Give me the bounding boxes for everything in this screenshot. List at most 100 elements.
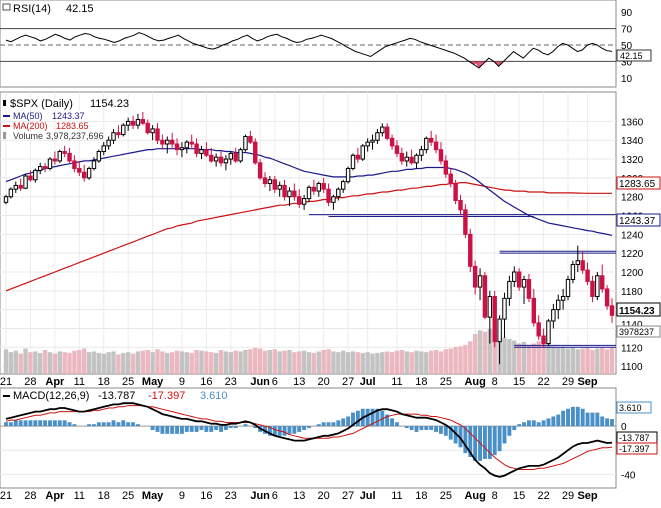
rsi-badge-text: 42.15	[620, 51, 643, 61]
volume-bar	[155, 349, 160, 374]
x-axis-label: 16	[200, 376, 212, 388]
macd-histogram-bar	[365, 408, 370, 427]
volume-bar	[458, 346, 463, 374]
volume-bar	[72, 350, 77, 374]
volume-bar	[145, 349, 150, 374]
candle-body	[438, 149, 444, 162]
candle-body	[174, 143, 180, 151]
volume-bar	[336, 352, 341, 374]
macd-histogram-bar	[336, 420, 341, 427]
macd-histogram-bar	[160, 426, 165, 434]
volume-bar	[609, 347, 615, 374]
candle-body	[556, 299, 561, 311]
volume-bar	[448, 348, 453, 374]
price-tick-label: 1320	[621, 155, 644, 166]
candle-body	[487, 295, 493, 318]
macd-signal-badge: -17.397	[616, 442, 658, 455]
macd-histogram-bar	[575, 406, 580, 427]
candle-body	[272, 179, 278, 190]
candle-body	[28, 175, 33, 181]
candle-body	[419, 149, 424, 156]
price-tick-label: 1360	[621, 117, 644, 128]
x-axis-label: 21	[0, 490, 12, 502]
x-axis-label: Jun	[250, 376, 270, 388]
macd-signal-badge-text: -17.397	[619, 444, 650, 454]
price-tick-label: 1180	[621, 287, 643, 298]
last-price-badge: 1154.23	[616, 302, 661, 317]
macd-histogram-bar	[62, 420, 67, 427]
volume-bar	[47, 352, 53, 374]
macd-histogram-bar	[463, 426, 468, 454]
candle-body	[213, 156, 219, 162]
rsi-series-line	[5, 32, 613, 69]
x-axis-labels-bottom: 21 28 Apr 11 18 25 May 9 16 23 Jun 6 13 20 27 Jul 11 18 25…	[0, 490, 598, 502]
macd-histogram-bar	[370, 408, 375, 427]
macd-histogram-bar	[385, 414, 390, 427]
volume-bar	[81, 348, 87, 374]
candle-body	[160, 139, 165, 145]
macd-histogram-bar	[57, 420, 62, 427]
rsi-tick-label: 50	[621, 41, 633, 52]
macd-histogram-bar	[150, 426, 155, 430]
candle-body	[111, 132, 116, 141]
candle-body	[609, 305, 615, 316]
candle-body	[380, 126, 385, 134]
macd-histogram-bar	[610, 419, 614, 427]
macd-value-badge-text: -13.787	[619, 433, 650, 443]
macd-histogram-bar	[458, 426, 463, 448]
macd-histogram-bar	[570, 406, 575, 427]
volume-bar	[311, 352, 317, 374]
macd-histogram-bar	[414, 426, 419, 432]
macd-histogram-bar	[219, 426, 223, 432]
volume-bar	[272, 349, 277, 374]
candle-body	[18, 184, 23, 189]
x-axis-label: Jun	[250, 490, 270, 502]
candle-body	[570, 263, 576, 281]
candle-body	[600, 275, 605, 290]
volume-bar	[409, 352, 414, 374]
macd-histogram-bar	[419, 426, 424, 430]
macd-histogram-bar	[184, 426, 189, 432]
candle-body	[204, 149, 209, 156]
ma200-value: 1283.65	[56, 121, 89, 131]
ma200-badge-box	[616, 176, 661, 190]
candle-body	[140, 119, 146, 124]
x-axis-label: 9	[179, 376, 185, 388]
macd-histogram-bar	[96, 422, 101, 427]
macd-histogram-bar	[179, 426, 184, 434]
rsi-panel	[0, 0, 617, 88]
macd-histogram-bar	[409, 426, 414, 430]
volume-bar	[321, 349, 326, 374]
candle-body	[350, 154, 356, 169]
candle-body	[472, 265, 478, 288]
candle-body	[37, 166, 43, 171]
volume-bar	[399, 349, 405, 374]
candle-body	[91, 160, 97, 169]
rsi-tick-label: 90	[621, 8, 633, 19]
rsi-header: RSI(14) 42.15	[2, 3, 94, 15]
macd-histogram-bar	[48, 420, 52, 427]
candle-body	[340, 181, 346, 190]
macd-histogram-bar	[116, 422, 121, 427]
volume-bar	[580, 348, 585, 374]
price-legend: $SPX (Daily) 1154.23 MA(50) 1243.37 MA(2…	[3, 98, 129, 141]
x-axis-label: Aug	[464, 490, 485, 502]
candle-body	[135, 119, 141, 126]
candle-body	[516, 271, 522, 288]
candle-body	[116, 132, 121, 136]
volume-bar	[331, 351, 336, 374]
candle-body	[121, 124, 126, 136]
macd-tick-label: -40	[621, 470, 636, 481]
candle-body	[375, 132, 380, 141]
x-axis-label: 18	[98, 376, 110, 388]
macd-histogram-bar	[72, 424, 77, 427]
macd-histogram-bar	[33, 420, 38, 427]
candle-body	[86, 167, 92, 179]
volume-bar	[477, 330, 483, 374]
macd-histogram-bar	[595, 412, 600, 427]
candle-body	[282, 184, 287, 198]
macd-histogram-bar	[541, 420, 546, 427]
volume-bar	[140, 350, 146, 374]
candle-body	[81, 171, 87, 179]
